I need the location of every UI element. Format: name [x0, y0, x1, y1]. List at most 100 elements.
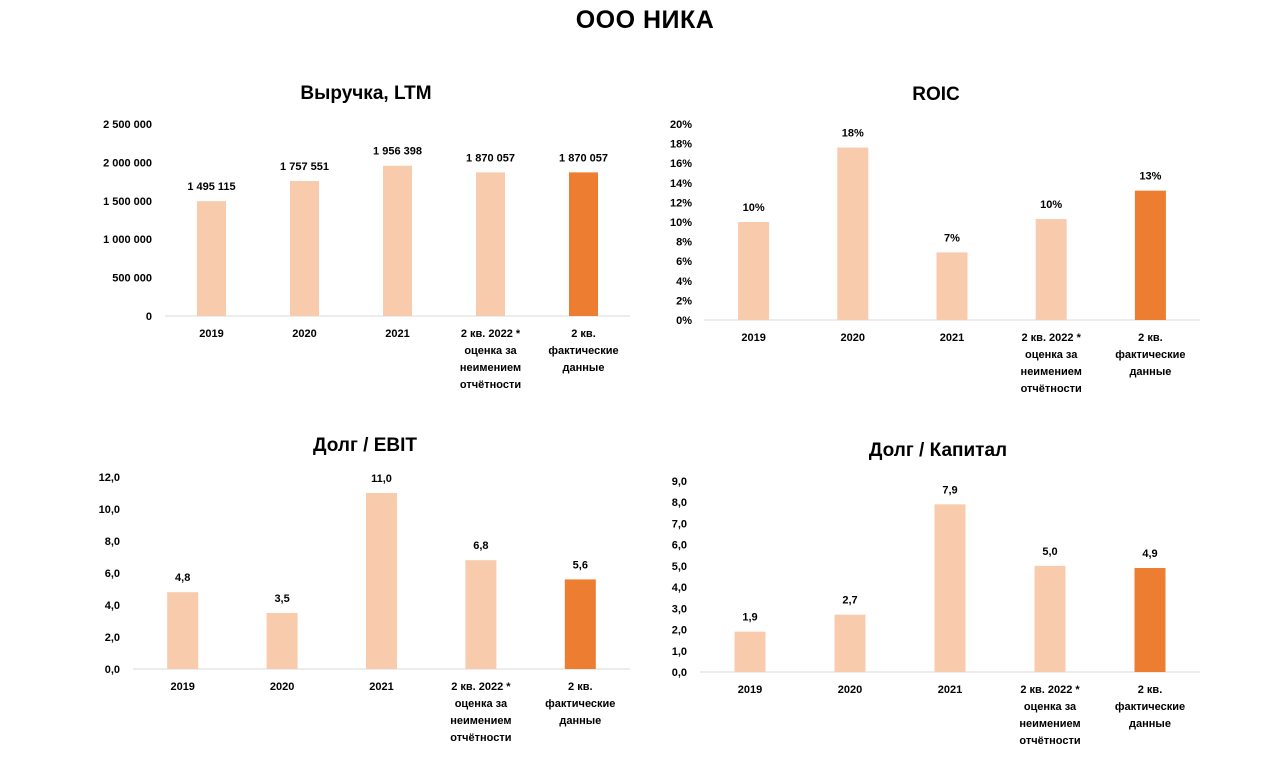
- debt-ebit-bar: [167, 592, 199, 669]
- page-title: ООО НИКА: [575, 6, 715, 34]
- revenue-data-label: 1 956 398: [373, 146, 422, 158]
- roic-bar: [1134, 190, 1166, 320]
- debt-ebit-y-tick-label: 4,0: [105, 600, 120, 612]
- revenue-y-tick-label: 2 000 000: [103, 157, 152, 169]
- debt-capital-data-label: 5,0: [1042, 546, 1057, 558]
- debt-capital-y-tick-label: 4,0: [672, 582, 687, 594]
- roic-y-tick-label: 10%: [670, 217, 692, 229]
- roic-data-label: 13%: [1139, 171, 1161, 183]
- debt-ebit-category-label: 2021: [369, 681, 393, 693]
- debt-capital-y-tick-label: 8,0: [672, 497, 687, 509]
- roic-y-tick-label: 4%: [676, 276, 692, 288]
- debt-ebit-data-label: 3,5: [274, 593, 289, 605]
- revenue-bar: [569, 172, 598, 316]
- debt-ebit-bar: [465, 560, 497, 669]
- roic-category-label: 2021: [940, 332, 964, 344]
- debt-capital-data-label: 2,7: [842, 595, 857, 607]
- debt-ebit-y-tick-label: 8,0: [105, 536, 120, 548]
- roic-y-tick-label: 16%: [670, 158, 692, 170]
- debt-capital-y-tick-label: 5,0: [672, 561, 687, 573]
- revenue-category-label: 2021: [385, 328, 409, 340]
- debt-capital-bar: [1134, 568, 1166, 672]
- debt-capital-bar: [834, 614, 866, 672]
- debt-capital-category-label: 2 кв. 2022 * оценка за неимением отчётности: [1019, 684, 1080, 747]
- debt-ebit-category-label: 2020: [270, 681, 294, 693]
- debt-ebit-y-tick-label: 2,0: [105, 632, 120, 644]
- debt-capital-data-label: 4,9: [1142, 548, 1157, 560]
- revenue-chart-title: Выручка, LTM: [300, 83, 431, 104]
- debt-capital-y-tick-label: 0,0: [672, 667, 687, 679]
- revenue-data-label: 1 495 115: [187, 181, 235, 193]
- debt-capital-data-label: 7,9: [942, 484, 957, 496]
- revenue-bar: [290, 181, 319, 316]
- debt-ebit-bar: [366, 493, 397, 669]
- debt-capital-y-tick-label: 2,0: [672, 625, 687, 637]
- roic-category-label: 2 кв. 2022 * оценка за неимением отчётности: [1021, 332, 1082, 395]
- debt-capital-bar: [734, 631, 766, 672]
- revenue-y-tick-label: 500 000: [112, 273, 152, 285]
- roic-data-label: 10%: [743, 202, 765, 214]
- debt-capital-y-tick-label: 6,0: [672, 540, 687, 552]
- debt-capital-category-label: 2021: [938, 684, 962, 696]
- revenue-y-tick-label: 2 500 000: [103, 119, 152, 131]
- roic-data-label: 7%: [944, 232, 960, 244]
- debt-ebit-data-label: 5,6: [573, 559, 588, 571]
- debt-capital-data-label: 1,9: [742, 612, 757, 624]
- debt-capital-chart-title: Долг / Капитал: [869, 440, 1007, 461]
- debt-capital-y-tick-label: 1,0: [672, 646, 687, 658]
- debt-ebit-category-label: 2 кв. фактические данные: [545, 681, 615, 727]
- revenue-category-label: 2019: [199, 328, 223, 340]
- roic-bar: [837, 147, 869, 320]
- debt-ebit-category-label: 2019: [170, 681, 194, 693]
- revenue-y-tick-label: 1 500 000: [103, 196, 152, 208]
- debt-ebit-y-tick-label: 6,0: [105, 568, 120, 580]
- revenue-y-tick-label: 0: [146, 311, 152, 323]
- debt-capital-category-label: 2 кв. фактические данные: [1115, 684, 1185, 730]
- roic-bar: [1035, 219, 1067, 320]
- roic-data-label: 10%: [1040, 199, 1062, 211]
- revenue-data-label: 1 870 057: [466, 152, 515, 164]
- roic-y-tick-label: 20%: [670, 119, 692, 131]
- roic-category-label: 2 кв. фактические данные: [1115, 332, 1185, 378]
- roic-y-tick-label: 8%: [676, 237, 692, 249]
- roic-category-label: 2020: [841, 332, 865, 344]
- roic-bar: [738, 222, 770, 320]
- revenue-category-label: 2 кв. 2022 * оценка за неимением отчётности: [460, 328, 521, 391]
- roic-y-tick-label: 2%: [676, 295, 692, 307]
- roic-y-tick-label: 18%: [670, 139, 692, 151]
- roic-y-tick-label: 14%: [670, 178, 692, 190]
- revenue-data-label: 1 757 551: [280, 161, 329, 173]
- roic-bar: [936, 252, 968, 320]
- debt-capital-y-tick-label: 3,0: [672, 603, 687, 615]
- debt-capital-y-tick-label: 7,0: [672, 518, 687, 530]
- revenue-bar: [383, 165, 412, 316]
- roic-y-tick-label: 0%: [676, 315, 692, 327]
- roic-y-tick-label: 6%: [676, 256, 692, 268]
- revenue-bar: [197, 201, 226, 316]
- debt-ebit-data-label: 4,8: [175, 572, 190, 584]
- revenue-bar: [476, 172, 505, 316]
- debt-ebit-y-tick-label: 12,0: [99, 472, 120, 484]
- debt-ebit-y-tick-label: 0,0: [105, 664, 120, 676]
- debt-ebit-category-label: 2 кв. 2022 * оценка за неимением отчётности: [450, 681, 511, 744]
- revenue-data-label: 1 870 057: [559, 152, 608, 164]
- debt-capital-category-label: 2019: [738, 684, 762, 696]
- roic-y-tick-label: 12%: [670, 197, 692, 209]
- debt-capital-y-tick-label: 9,0: [672, 476, 687, 488]
- debt-ebit-bar: [266, 613, 298, 669]
- debt-capital-bar: [934, 504, 966, 672]
- revenue-y-tick-label: 1 000 000: [103, 234, 152, 246]
- debt-ebit-y-tick-label: 10,0: [99, 504, 120, 516]
- debt-ebit-chart-title: Долг / EBIT: [313, 435, 417, 456]
- roic-chart-title: ROIC: [912, 84, 960, 105]
- revenue-category-label: 2020: [292, 328, 316, 340]
- roic-data-label: 18%: [842, 128, 864, 140]
- debt-capital-category-label: 2020: [838, 684, 862, 696]
- revenue-category-label: 2 кв. фактические данные: [548, 328, 618, 374]
- debt-ebit-data-label: 11,0: [371, 473, 392, 485]
- debt-ebit-data-label: 6,8: [473, 540, 488, 552]
- debt-ebit-bar: [564, 579, 596, 669]
- roic-category-label: 2019: [741, 332, 765, 344]
